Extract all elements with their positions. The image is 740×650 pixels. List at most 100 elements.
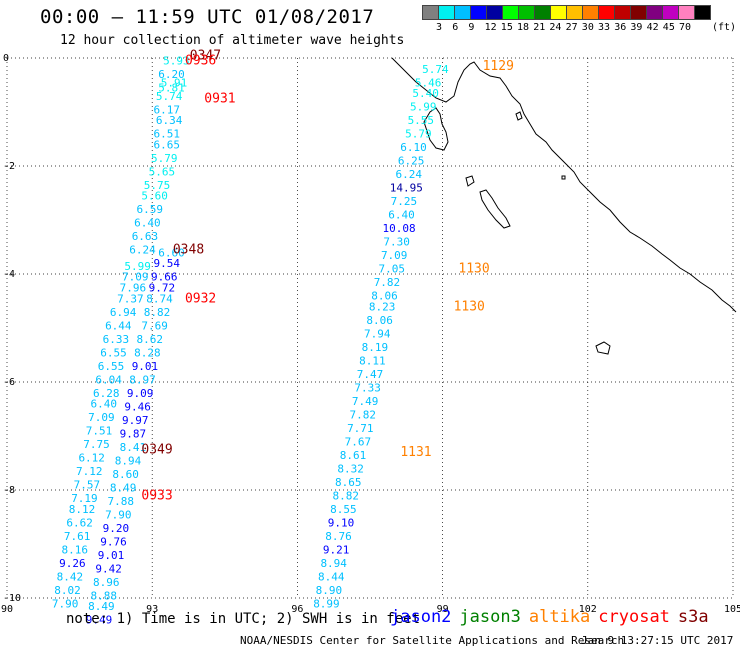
pass-time-label: 1130 [454,299,485,314]
wave-height-value: 6.17 [153,103,180,116]
y-tick-label: -2 [3,161,15,172]
wave-height-value: 8.94 [320,557,347,570]
color-scale-label: 15 [500,22,513,33]
satellite-legend-s3a: s3a [677,607,709,627]
wave-height-value: 9.26 [59,557,86,570]
wave-height-value: 7.51 [86,425,113,438]
wave-height-value: 9.01 [132,360,159,373]
wave-height-value: 7.05 [379,263,406,276]
wave-height-value: 7.09 [122,271,149,284]
wave-height-value: 8.74 [146,292,173,305]
wave-height-value: 7.82 [349,408,376,421]
credit-line: NOAA/NESDIS Center for Satellite Applica… [240,634,625,647]
wave-height-value: 5.99 [124,260,151,273]
color-scale-label: 18 [517,22,530,33]
wave-height-value: 5.93 [163,55,190,68]
wave-height-value: 8.42 [57,570,84,583]
wave-height-value: 6.55 [100,346,127,359]
wave-height-value: 7.19 [71,492,98,505]
color-scale-label: 27 [565,22,578,33]
wave-height-value: 7.82 [374,276,401,289]
wave-height-value: 6.25 [398,155,425,168]
wave-height-value: 6.62 [66,516,93,529]
wave-height-value: 7.49 [352,395,379,408]
wave-height-value: 7.09 [381,249,408,262]
wave-height-value: 9.97 [122,414,149,427]
wave-height-value: 9.66 [151,271,178,284]
x-tick-label: 93 [146,604,158,615]
wave-height-value: 8.62 [137,333,164,346]
wave-height-value: 5.74 [156,90,183,103]
wave-height-value: 7.37 [117,292,144,305]
wave-height-value: 8.32 [337,462,364,475]
wave-height-value: 5.81 [158,82,185,95]
wave-height-value: 9.49 [86,614,113,627]
x-tick-label: 105 [724,604,740,615]
wave-height-value: 7.88 [107,495,134,508]
wave-height-value: 6.12 [78,452,105,465]
color-scale-label: 36 [614,22,627,33]
wave-height-value: 8.12 [69,503,96,516]
pass-time-label: 1131 [400,445,431,460]
wave-height-value: 8.06 [366,314,393,327]
pass-time-label: 0933 [141,488,172,503]
pass-time-label: 1130 [458,262,489,277]
wave-height-value: 9.01 [98,549,125,562]
satellite-legend-jason3: jason3 [459,607,521,627]
wave-height-value: 7.67 [345,435,372,448]
wave-height-value: 9.87 [120,427,147,440]
wave-height-value: 7.33 [354,381,381,394]
wave-height-value: 5.79 [151,152,178,165]
wave-height-value: 6.40 [91,398,118,411]
pass-time-label: 0349 [141,443,172,458]
wave-height-value: 6.60 [158,246,185,259]
wave-height-value: 5.74 [422,63,449,76]
wave-height-value: 7.90 [52,597,79,610]
wave-height-value: 7.75 [83,438,110,451]
y-tick-label: -10 [3,593,21,604]
sumatra-coast [391,57,737,313]
wave-height-value: 5.65 [149,165,176,178]
color-scale-cell [694,5,711,20]
wave-height-value: 6.04 [95,373,122,386]
wave-height-value: 5.40 [412,87,439,100]
wave-height-value: 8.06 [371,290,398,303]
wave-height-value: 6.24 [395,168,422,181]
pass-time-label: 1129 [483,59,514,74]
wave-height-value: 9.20 [103,522,130,535]
altimeter-tracks: 5.936.205.915.815.746.176.346.516.655.79… [52,55,449,627]
wave-height-value: 8.82 [333,489,360,502]
wave-height-value: 9.42 [95,562,122,575]
wave-height-value: 8.90 [316,584,343,597]
wave-height-value: 5.91 [161,76,188,89]
wave-height-value: 8.49 [110,481,137,494]
color-scale-bar [422,5,711,20]
siberut-island [423,107,449,151]
x-tick-label: 102 [579,604,597,615]
chart-subtitle: 12 hour collection of altimeter wave hei… [60,33,405,48]
color-scale-label: 33 [598,22,611,33]
wave-height-value: 6.65 [153,138,180,151]
wave-height-value: 8.19 [362,341,389,354]
wave-height-value: 9.54 [153,257,180,270]
wave-height-value: 7.12 [76,465,103,478]
wave-height-value: 6.51 [153,128,180,141]
wave-height-value: 6.55 [98,360,125,373]
wave-height-value: 14.95 [390,182,423,195]
x-tick-label: 99 [437,604,449,615]
wave-height-value: 7.30 [383,236,410,249]
wave-height-value: 6.40 [388,209,415,222]
wave-height-value: 8.28 [134,346,161,359]
pagai-island [479,189,511,229]
coastline [391,57,737,355]
wave-height-value: 8.02 [54,584,81,597]
wave-height-value: 6.44 [105,319,132,332]
color-scale-label: 9 [468,22,475,33]
wave-height-value: 9.72 [149,282,176,295]
wave-height-value: 5.99 [410,101,437,114]
color-scale-label: 30 [581,22,594,33]
wave-height-value: 7.09 [88,411,115,424]
wave-height-value: 8.96 [93,576,120,589]
wave-height-value: 8.41 [120,441,147,454]
